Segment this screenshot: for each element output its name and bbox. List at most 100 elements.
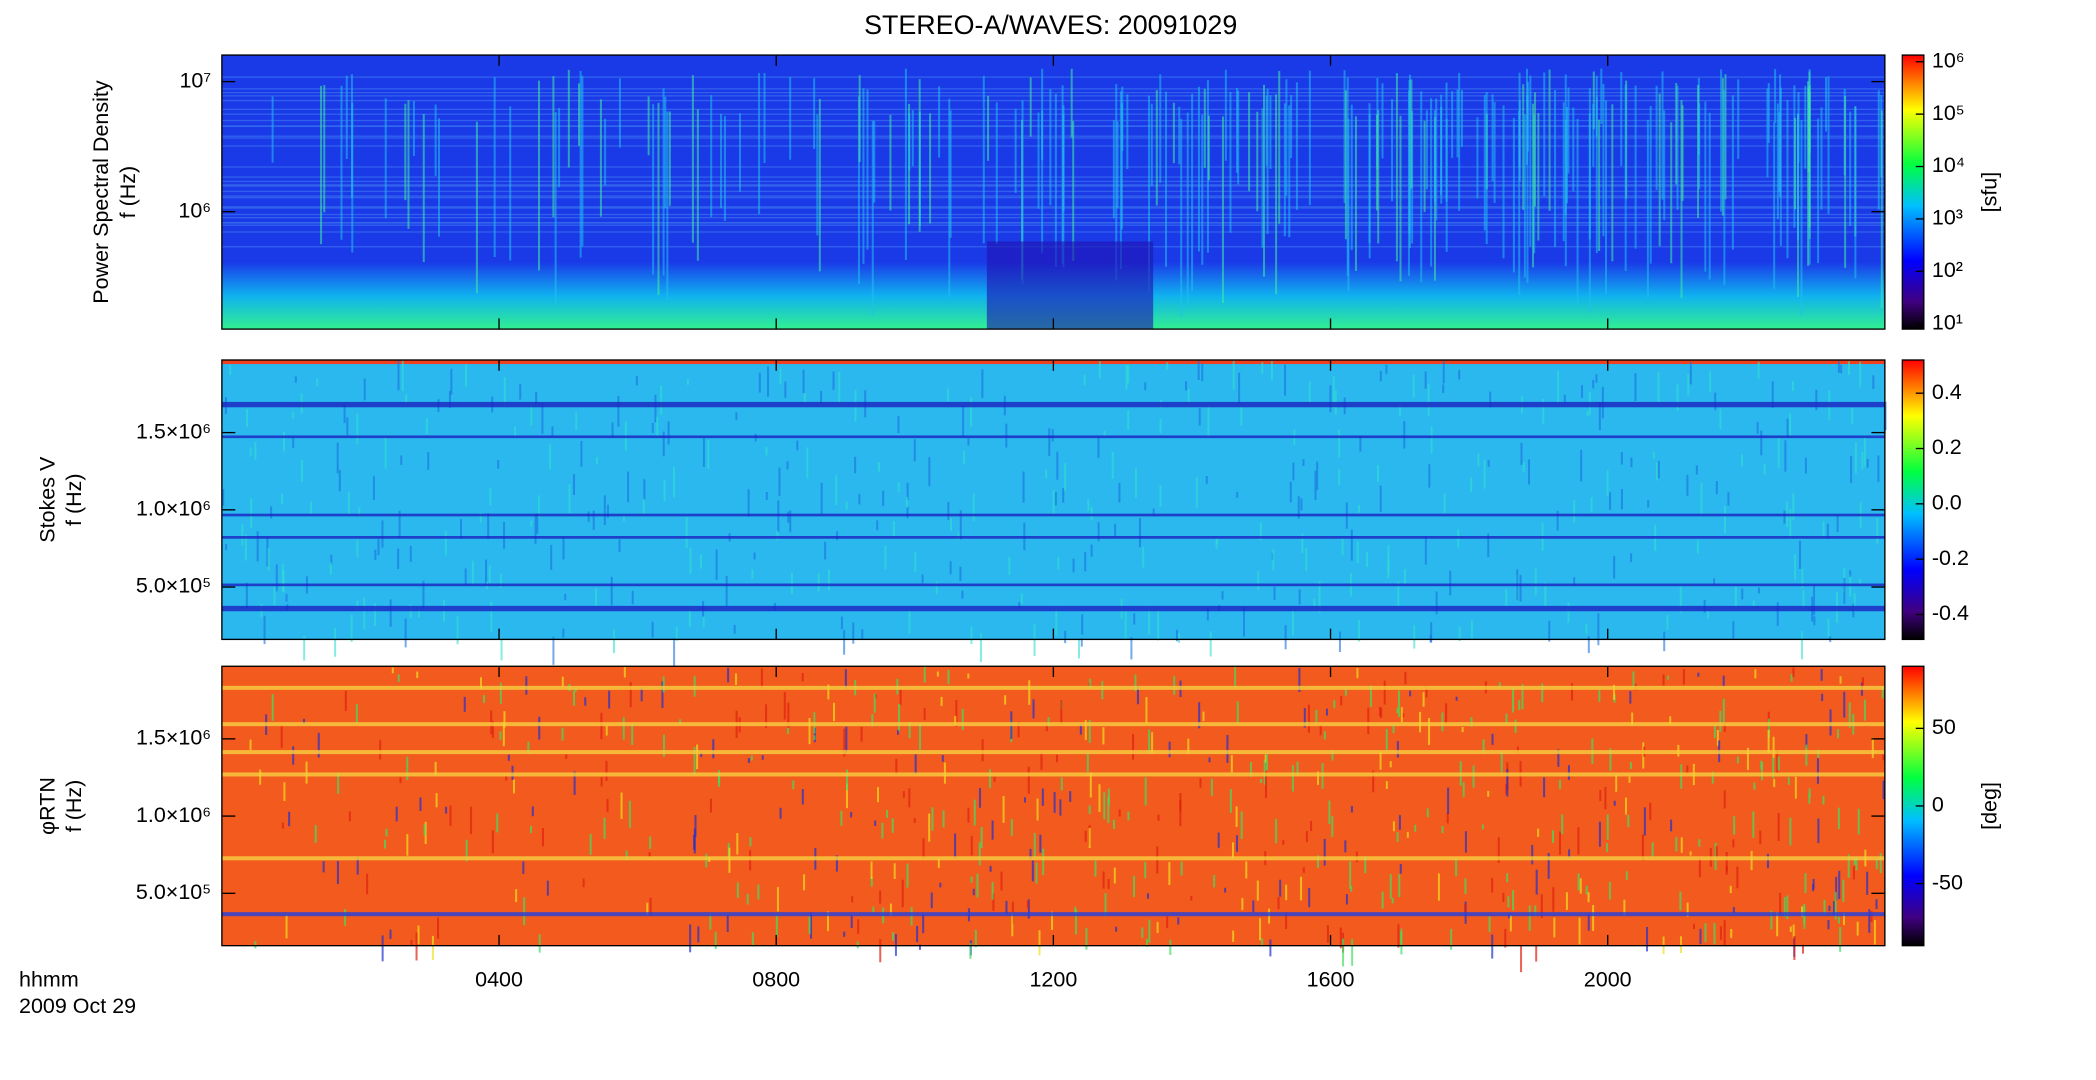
spectrogram-streak: [1649, 105, 1652, 264]
spectrogram-streak: [1112, 120, 1115, 219]
spectrogram-speck: [918, 944, 921, 950]
spectrogram-speck: [747, 758, 750, 764]
spectrogram-speck: [383, 839, 387, 849]
spectrogram-speck: [355, 703, 358, 724]
spectrogram-streak: [1377, 109, 1380, 244]
spectrogram-speck: [1032, 699, 1035, 719]
spectrogram-speck: [1157, 610, 1160, 641]
spectrogram-speck: [649, 897, 652, 916]
spectrogram-speck: [1628, 776, 1631, 783]
spectrogram-speck: [1213, 875, 1216, 888]
spectrogram-speck: [1760, 430, 1763, 456]
spectrogram-speck: [1789, 926, 1792, 932]
spectrogram-line: [221, 231, 1885, 233]
spectrogram-speck: [654, 394, 657, 423]
spectrogram-speck: [1868, 909, 1871, 933]
colorbar: [1901, 359, 1925, 641]
spectrogram-streak: [1592, 71, 1595, 130]
spectrogram-speck: [1822, 795, 1825, 805]
spectrogram-speck: [1837, 807, 1840, 829]
spectrogram-streak: [816, 114, 819, 236]
spectrogram-speck: [444, 530, 447, 556]
spectrogram-speck: [1491, 934, 1494, 959]
spectrogram-speck: [1072, 558, 1075, 573]
spectrogram-speck: [1847, 854, 1850, 878]
spectrogram-speck: [404, 618, 407, 648]
spectrogram-speck: [1176, 629, 1179, 642]
spectrogram-speck: [1625, 871, 1628, 880]
spectrogram-streak: [1435, 98, 1438, 221]
spectrogram-speck: [1647, 499, 1650, 508]
spectrogram-speck: [989, 865, 992, 872]
spectrogram-streak: [739, 113, 742, 192]
spectrogram-speck: [406, 834, 409, 856]
spectrogram-speck: [1403, 421, 1406, 449]
spectrogram-streak: [1395, 73, 1398, 262]
spectrogram-speck: [1482, 739, 1485, 754]
spectrogram-speck: [1734, 586, 1737, 611]
spectrogram-speck: [1366, 551, 1369, 567]
spectrogram-speck: [1114, 523, 1117, 537]
spectrogram-speck: [1318, 581, 1321, 613]
spectrogram-speck: [1187, 738, 1190, 754]
spectrogram-speck: [843, 630, 846, 655]
spectrogram-streak: [1275, 94, 1278, 295]
spectrogram-speck: [1879, 853, 1882, 874]
spectrogram-streak: [1807, 87, 1810, 173]
spectrogram-speck: [827, 911, 830, 932]
spectrogram-speck: [1729, 885, 1732, 894]
spectrogram-speck: [1740, 454, 1743, 466]
spectrogram-speck: [377, 539, 380, 556]
spectrogram-speck: [1235, 835, 1239, 852]
spectrogram-speck: [1314, 470, 1317, 501]
spectrogram-streak: [1731, 95, 1734, 250]
spectrogram-speck: [1534, 905, 1537, 917]
spectrogram-streak: [1159, 74, 1162, 183]
spectrogram-speck: [1396, 832, 1399, 842]
spectrogram-speck: [1470, 477, 1473, 493]
spectrogram-speck: [285, 914, 288, 939]
spectrogram-speck: [249, 447, 252, 456]
spectrogram-streak: [1491, 94, 1494, 182]
spectrogram-speck: [1853, 857, 1856, 865]
spectrogram-speck: [1398, 815, 1401, 830]
spectrogram-speck: [450, 368, 453, 395]
spectrogram-speck: [1820, 668, 1823, 681]
spectrogram-speck: [622, 717, 625, 740]
spectrogram-speck: [1400, 707, 1403, 723]
spectrogram-speck: [820, 390, 823, 404]
spectrogram-speck: [1379, 751, 1382, 770]
spectrogram-speck: [259, 769, 262, 785]
spectrogram-speck: [824, 541, 827, 560]
spectrogram-speck: [1313, 598, 1316, 612]
spectrogram-speck: [1112, 819, 1115, 829]
spectrogram-speck: [1084, 830, 1087, 843]
spectrogram-line: [221, 176, 1885, 178]
spectrogram-streak: [1150, 103, 1153, 187]
spectrogram-speck: [1391, 897, 1394, 904]
spectrogram-streak: [1037, 112, 1040, 209]
spectrogram-streak: [813, 78, 816, 149]
spectrogram-speck: [463, 696, 466, 712]
spectrogram-speck: [1435, 591, 1438, 615]
spectrogram-speck: [1249, 761, 1252, 777]
spectrogram-speck: [1422, 692, 1425, 707]
spectrogram-speck: [1462, 782, 1465, 797]
spectrogram-speck: [779, 807, 782, 819]
spectrogram-streak: [1261, 108, 1264, 248]
spectrogram-speck: [266, 536, 269, 567]
spectrogram-speck: [470, 806, 473, 835]
spectrogram-speck: [499, 573, 502, 588]
spectrogram-speck: [479, 512, 482, 523]
spectrogram-speck: [1180, 861, 1183, 876]
spectrogram-speck: [845, 769, 849, 791]
spectrogram-streak: [1229, 91, 1232, 233]
spectrogram-speck: [1359, 435, 1362, 452]
spectrogram-speck: [225, 544, 228, 551]
spectrogram-speck: [1632, 671, 1635, 688]
spectrogram-streak: [866, 89, 869, 250]
spectrogram-streak: [1440, 94, 1443, 195]
spectrogram-speck: [1088, 828, 1091, 849]
spectrogram-streak: [1598, 119, 1601, 252]
spectrogram-speck: [464, 568, 467, 585]
